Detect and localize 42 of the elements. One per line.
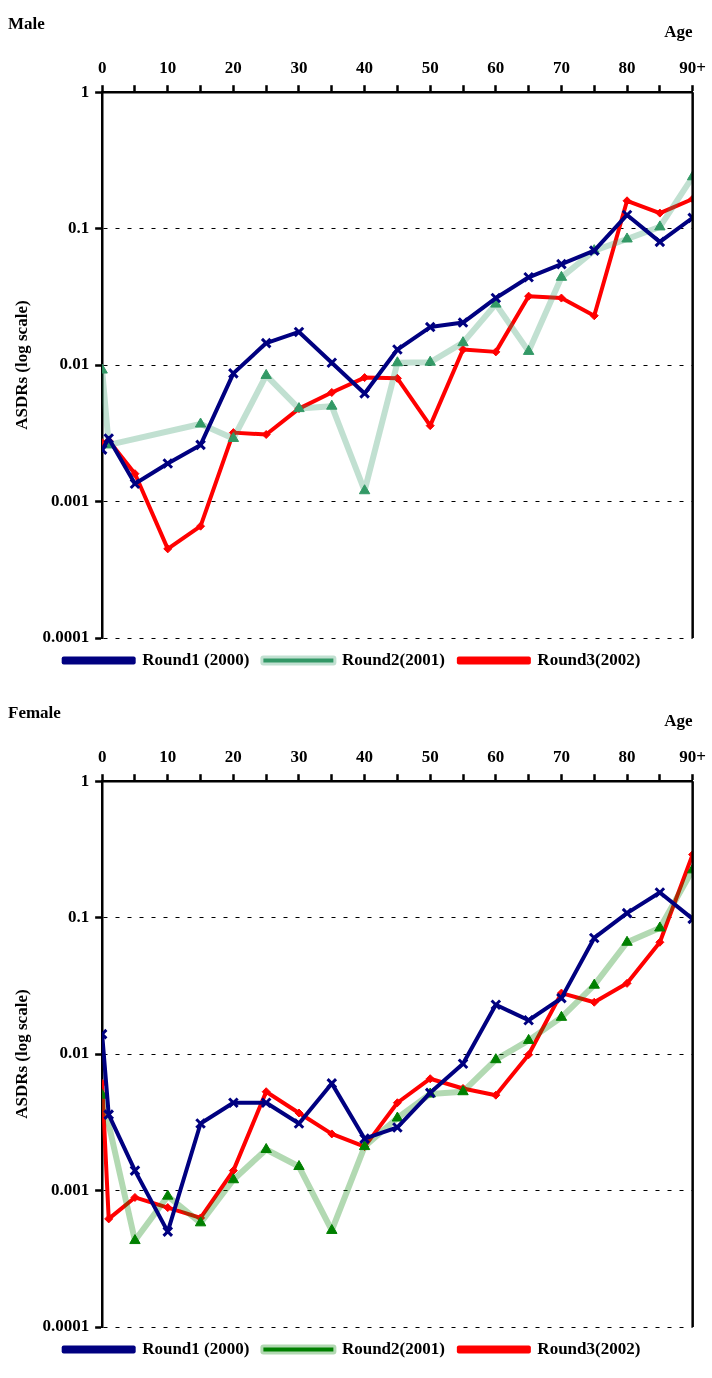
x-tick-label: 70	[552, 747, 570, 767]
chart-title: Female	[8, 702, 62, 722]
x-tick-label: 0	[97, 58, 107, 78]
legend-label: Round3(2002)	[537, 1338, 641, 1358]
x-tick-label: 90+	[679, 58, 706, 78]
x-tick-label: 60	[487, 747, 505, 767]
x-tick-label: 40	[356, 747, 374, 767]
legend-label: Round2(2001)	[341, 1338, 445, 1358]
legend-label: Round1 (2000)	[142, 1338, 250, 1358]
x-tick-label: 30	[290, 747, 308, 767]
y-tick-label: 0.001	[50, 490, 90, 510]
x-axis-title: Age	[664, 21, 694, 41]
x-tick-label: 80	[618, 747, 636, 767]
x-tick-label: 10	[159, 58, 177, 78]
y-tick-label: 0.01	[59, 354, 90, 374]
y-tick-label: 1	[80, 81, 90, 101]
legend-label: Round2(2001)	[341, 649, 445, 669]
y-tick-label: 1	[80, 770, 90, 790]
y-tick-label: 0.001	[50, 1179, 90, 1199]
x-tick-label: 90+	[679, 747, 706, 767]
y-tick-label: 0.0001	[42, 627, 90, 647]
x-tick-label: 60	[487, 58, 505, 78]
x-tick-label: 80	[618, 58, 636, 78]
x-tick-label: 20	[224, 58, 242, 78]
x-tick-label: 50	[421, 58, 439, 78]
y-axis-title: ASDRs (log scale)	[11, 300, 31, 430]
y-tick-label: 0.1	[67, 218, 90, 238]
x-tick-label: 70	[552, 58, 570, 78]
x-tick-label: 40	[356, 58, 374, 78]
y-tick-label: 0.1	[67, 907, 90, 927]
legend-label: Round3(2002)	[537, 649, 641, 669]
chart-title: Male	[8, 13, 46, 33]
y-tick-label: 0.01	[59, 1043, 90, 1063]
x-tick-label: 10	[159, 747, 177, 767]
x-tick-label: 50	[421, 747, 439, 767]
x-tick-label: 20	[224, 747, 242, 767]
x-axis-title: Age	[664, 710, 694, 730]
y-axis-title: ASDRs (log scale)	[11, 989, 31, 1119]
y-tick-label: 0.0001	[42, 1316, 90, 1336]
x-tick-label: 30	[290, 58, 308, 78]
x-tick-label: 0	[97, 747, 107, 767]
legend-label: Round1 (2000)	[142, 649, 250, 669]
